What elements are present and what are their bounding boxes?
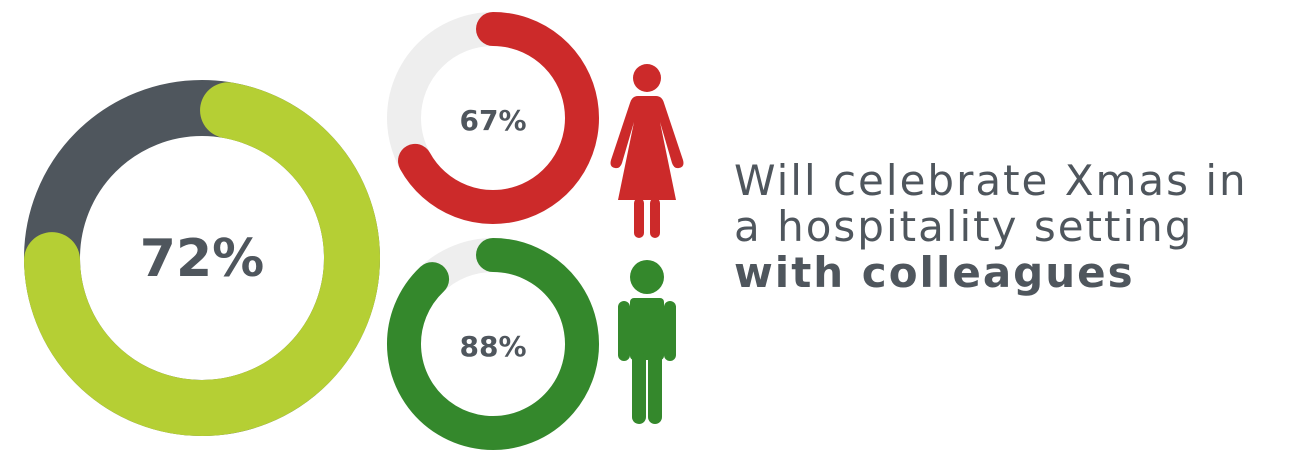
man-icon <box>618 260 676 424</box>
caption-line-1: Will celebrate Xmas in <box>734 156 1248 205</box>
overall-donut-arc <box>24 82 380 436</box>
women-donut: 67% <box>387 12 599 224</box>
women-percentage: 67% <box>459 104 526 137</box>
overall-donut: 72% <box>24 80 380 436</box>
woman-icon <box>610 64 684 238</box>
men-donut-arc <box>387 238 599 450</box>
overall-percentage: 72% <box>140 229 264 289</box>
caption-line-3: with colleagues <box>734 248 1135 297</box>
caption: Will celebrate Xmas in a hospitality set… <box>734 158 1294 296</box>
caption-line-2: a hospitality setting <box>734 202 1194 251</box>
men-donut: 88% <box>387 238 599 450</box>
women-donut-arc <box>398 12 599 224</box>
men-percentage: 88% <box>459 330 526 363</box>
